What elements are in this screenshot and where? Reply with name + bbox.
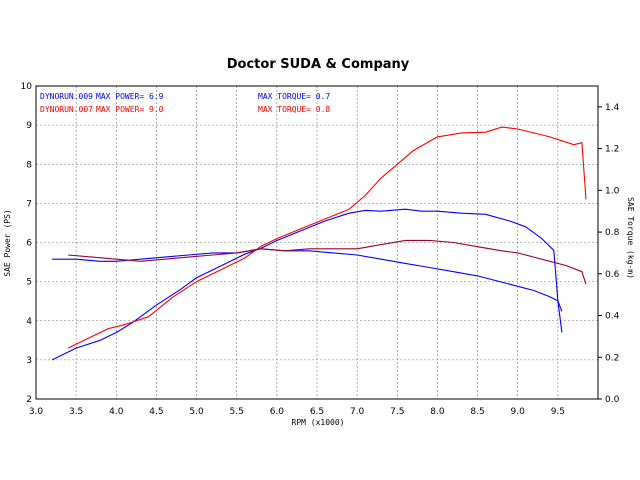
series-layer	[51, 126, 587, 361]
y-right-tick-label: 1.0	[605, 186, 620, 196]
y-left-tick-label: 9	[26, 121, 32, 131]
y-right-tick-label: 0.6	[605, 270, 620, 280]
x-tick-label: 8.5	[470, 407, 484, 417]
y-right-tick-label: 0.4	[605, 312, 620, 322]
y-left-tick-label: 2	[26, 395, 32, 405]
y-left-tick-label: 7	[26, 199, 32, 209]
x-tick-label: 3.0	[29, 407, 44, 417]
y-left-tick-label: 3	[26, 356, 32, 366]
y-right-tick-label: 1.2	[605, 145, 619, 155]
y-left-tick-label: 5	[26, 278, 32, 288]
y-left-tick-label: 6	[26, 239, 32, 249]
series-line-4	[68, 239, 587, 285]
legend-torque-2: MAX TORQUE= 0.8	[258, 105, 330, 114]
legend-run-1: DYNORUN.009	[40, 92, 93, 101]
x-tick-label: 3.5	[69, 407, 83, 417]
x-tick-label: 9.0	[511, 407, 526, 417]
legend-power-1: MAX POWER= 6.9	[96, 92, 164, 101]
chart-title: Doctor SUDA & Company	[227, 57, 410, 72]
legend-run-2: DYNORUN.007	[40, 105, 93, 114]
legend-power-2: MAX POWER= 9.0	[96, 105, 164, 114]
x-tick-label: 5.0	[189, 407, 204, 417]
grid	[36, 86, 598, 399]
x-tick-label: 5.5	[230, 407, 244, 417]
series-line-3	[52, 248, 563, 312]
y-right-tick-label: 0.2	[605, 353, 619, 363]
y-axis-left-label: SAE Power (PS)	[3, 209, 12, 276]
x-tick-label: 8.0	[430, 407, 445, 417]
x-tick-label: 6.5	[310, 407, 324, 417]
y-left-tick-label: 8	[26, 160, 32, 170]
y-right-tick-label: 0.8	[605, 228, 620, 238]
tick-labels: 3.0 3.5 4.0 4.5 5.0 5.5 6.0 6.5 7.0 7.5 8.0 8.5 9.0 9…	[21, 82, 620, 417]
y-left-tick-label: 4	[26, 317, 32, 327]
x-tick-label: 9.5	[551, 407, 565, 417]
y-left-tick-label: 10	[21, 82, 33, 92]
x-tick-label: 7.5	[390, 407, 404, 417]
y-right-tick-label: 0.0	[605, 395, 620, 405]
legend: DYNORUN.009 MAX POWER= 6.9 MAX TORQUE= 0…	[40, 92, 330, 114]
x-tick-label: 4.0	[109, 407, 124, 417]
series-line-1	[51, 208, 563, 361]
y-axis-right-label: SAE Torque (kg-m)	[626, 197, 635, 279]
y-right-tick-label: 1.4	[605, 103, 620, 113]
x-tick-label: 4.5	[149, 407, 163, 417]
x-tick-label: 7.0	[350, 407, 365, 417]
x-tick-label: 6.0	[270, 407, 285, 417]
plot-frame	[35, 85, 599, 400]
legend-torque-1: MAX TORQUE= 0.7	[258, 92, 330, 101]
series-line-2	[67, 126, 587, 349]
x-axis-label: RPM (x1000)	[292, 418, 345, 427]
